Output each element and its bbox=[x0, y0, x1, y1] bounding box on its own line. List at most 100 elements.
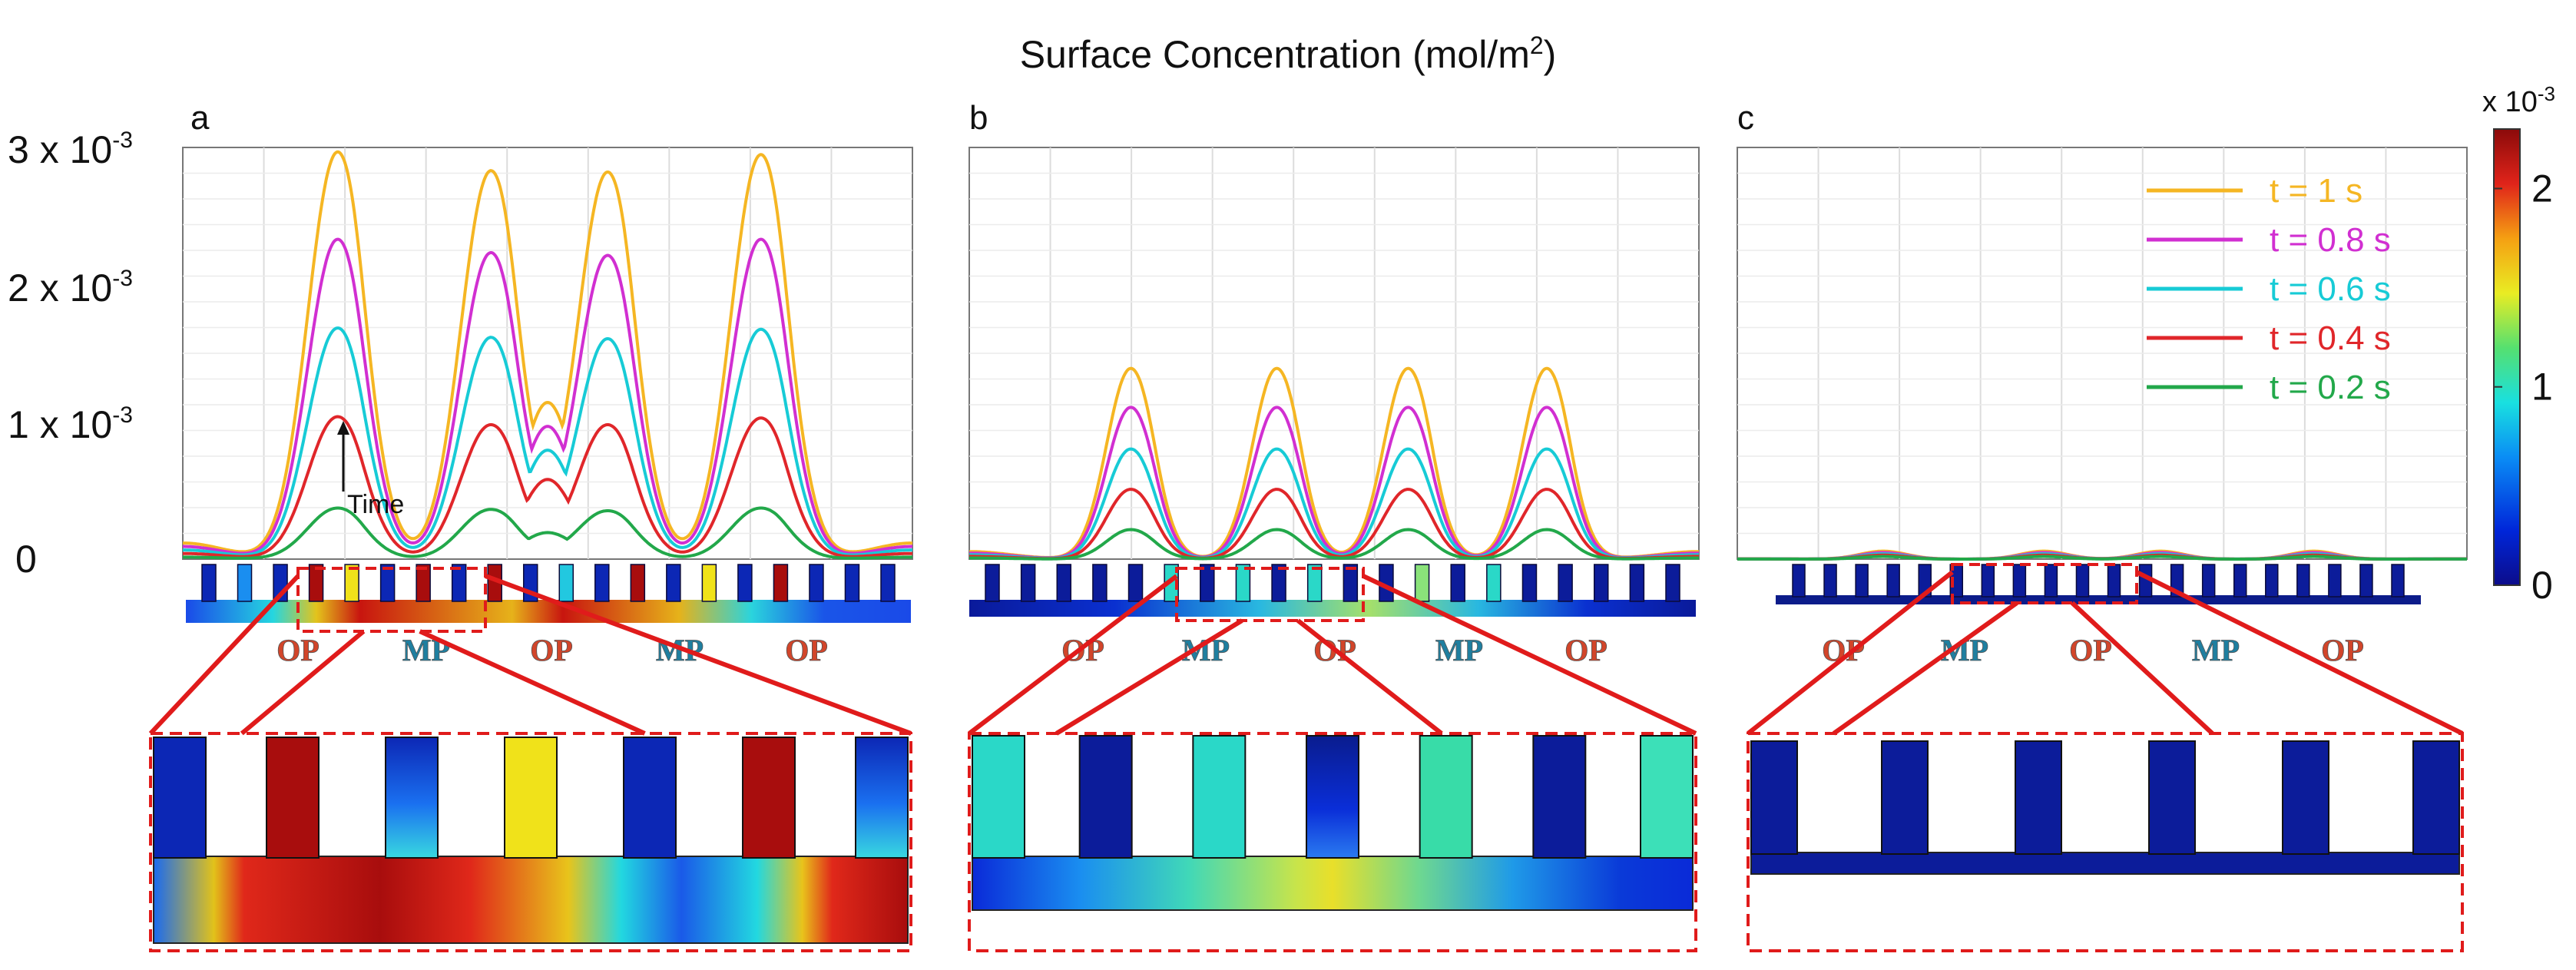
series-line-t-1-s bbox=[969, 366, 1699, 559]
zoom-connector bbox=[1832, 601, 2018, 736]
zoom-source-box bbox=[296, 567, 487, 633]
zoom-connector bbox=[484, 574, 912, 736]
pillar bbox=[1092, 564, 1108, 602]
zoom-box bbox=[1747, 732, 2464, 952]
zoom-source-box bbox=[1951, 563, 2138, 604]
panel-c-label: c bbox=[1737, 99, 1754, 137]
panel-a-label: a bbox=[190, 99, 210, 137]
pillar bbox=[558, 564, 574, 602]
zoom-pillar bbox=[1640, 735, 1694, 859]
pillar bbox=[2201, 564, 2216, 598]
pillar bbox=[308, 564, 324, 602]
zoom-source-box bbox=[1175, 567, 1365, 622]
ytick-0: 0 bbox=[15, 538, 37, 581]
region-labels: OPMPOPMPOPOPMPOPMPOPOPMPOPMPOP bbox=[276, 633, 2364, 668]
region-label-mp: MP bbox=[402, 633, 450, 667]
ytick-2e-3: 2 x 10-3 bbox=[8, 266, 133, 310]
pillar bbox=[1629, 564, 1645, 602]
pillar bbox=[1823, 564, 1837, 598]
series-line-t-0-4-s bbox=[183, 415, 912, 558]
pillar bbox=[2265, 564, 2279, 598]
pillar bbox=[1886, 564, 1900, 598]
region-label-op: OP bbox=[1822, 633, 1865, 667]
structure-strip-a bbox=[186, 564, 911, 623]
substrate bbox=[1776, 595, 2421, 604]
pillar bbox=[344, 564, 359, 602]
legend-label: t = 1 s bbox=[2270, 172, 2362, 210]
zoom-pillar bbox=[385, 737, 439, 859]
pillar bbox=[737, 564, 753, 602]
ytick-3e-3: 3 x 10-3 bbox=[8, 127, 133, 171]
pillar bbox=[1020, 564, 1036, 602]
pillar bbox=[666, 564, 681, 602]
series-line-t-0-2-s bbox=[969, 528, 1699, 561]
pillar bbox=[1127, 564, 1144, 602]
region-label-op: OP bbox=[1564, 633, 1608, 667]
pillar bbox=[1414, 564, 1430, 602]
pillar bbox=[416, 564, 431, 602]
zoom-pillar bbox=[623, 737, 677, 859]
zoom-pillar bbox=[855, 737, 909, 859]
time-annotation-text: Time bbox=[347, 490, 404, 519]
zoom-pillar bbox=[2148, 740, 2196, 855]
zoom-pillar bbox=[504, 737, 558, 859]
region-label-op: OP bbox=[276, 633, 320, 667]
pillar bbox=[1486, 564, 1502, 602]
zoom-pillar bbox=[972, 735, 1025, 859]
zoom-pillar bbox=[1881, 740, 1929, 855]
colorbar-tick-label: 0 bbox=[2531, 564, 2553, 607]
plot-panel-c bbox=[1737, 147, 2468, 561]
pillar bbox=[773, 564, 789, 602]
zoom-pillar bbox=[1192, 735, 1247, 859]
figure-title: Surface Concentration (mol/m2) bbox=[1020, 31, 1557, 76]
zoom-substrate bbox=[1750, 852, 2460, 875]
zoom-pillar bbox=[1750, 740, 1798, 855]
pillar bbox=[1271, 564, 1286, 602]
zoom-pillar bbox=[266, 737, 320, 859]
pillar bbox=[237, 564, 253, 602]
zoom-connector bbox=[2135, 570, 2464, 736]
zoom-connector bbox=[1296, 618, 1443, 736]
pillar bbox=[2044, 564, 2058, 598]
pillar bbox=[1343, 564, 1359, 602]
zoom-pillar bbox=[2282, 740, 2329, 855]
zoom-box bbox=[149, 732, 912, 952]
pillar bbox=[1200, 564, 1215, 602]
zoom-pillar bbox=[153, 737, 207, 859]
legend-label: t = 0.8 s bbox=[2270, 221, 2391, 259]
substrate bbox=[969, 600, 1696, 617]
ytick-1e-3: 1 x 10-3 bbox=[8, 402, 133, 446]
zoom-pillar bbox=[2015, 740, 2062, 855]
region-label-mp: MP bbox=[1435, 633, 1483, 667]
time-arrow-annotation: Time bbox=[337, 421, 404, 519]
pillar bbox=[2075, 564, 2090, 598]
region-label-op: OP bbox=[530, 633, 573, 667]
colorbar-tick-label: 1 bbox=[2531, 366, 2553, 409]
zoom-callouts bbox=[148, 563, 2464, 952]
legend-label: t = 0.6 s bbox=[2270, 270, 2391, 308]
zoom-connector bbox=[1055, 618, 1243, 736]
pillar bbox=[2391, 564, 2405, 598]
pillar bbox=[2012, 564, 2027, 598]
pillar bbox=[594, 564, 610, 602]
pillar bbox=[2328, 564, 2342, 598]
series-line-t-0-4-s bbox=[969, 488, 1699, 561]
pillar bbox=[1665, 564, 1680, 602]
region-label-op: OP bbox=[2069, 633, 2112, 667]
panel-b-label: b bbox=[969, 99, 988, 137]
zoom-substrate bbox=[972, 856, 1694, 911]
plot-panel-b bbox=[968, 147, 1700, 561]
series-line-t-1-s bbox=[182, 150, 913, 554]
structure-strip-b bbox=[969, 564, 1696, 617]
zoom-pillar bbox=[1306, 735, 1359, 859]
pillar bbox=[1558, 564, 1573, 602]
region-label-op: OP bbox=[2321, 633, 2364, 667]
pillar bbox=[701, 564, 717, 602]
legend-label: t = 0.4 s bbox=[2270, 319, 2391, 357]
series-line-t-0-2-s bbox=[183, 506, 912, 560]
series-line-t-0-6-s bbox=[183, 326, 912, 557]
pillar bbox=[809, 564, 824, 602]
series-line-t-0-2-s bbox=[1737, 555, 2467, 561]
pillar bbox=[2107, 564, 2121, 598]
